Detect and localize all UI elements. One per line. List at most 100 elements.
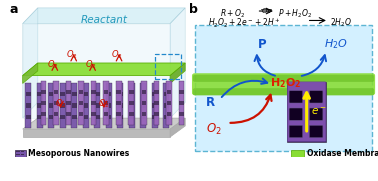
Text: Mesoporous Nanowires: Mesoporous Nanowires xyxy=(28,149,129,158)
Text: $O_2$: $O_2$ xyxy=(66,49,78,61)
Bar xyxy=(95,92,100,96)
Bar xyxy=(154,101,159,105)
Bar xyxy=(66,81,71,125)
Bar xyxy=(54,101,58,105)
Text: Reactant: Reactant xyxy=(81,15,127,26)
Bar xyxy=(37,83,43,128)
Bar xyxy=(26,103,31,108)
Text: Oxidase Membrane: Oxidase Membrane xyxy=(307,149,378,158)
Bar xyxy=(41,101,46,105)
Bar xyxy=(129,90,133,94)
Polygon shape xyxy=(23,63,38,83)
Polygon shape xyxy=(170,8,185,118)
Bar xyxy=(60,103,65,108)
Bar xyxy=(91,112,96,116)
Bar xyxy=(116,81,122,125)
Bar xyxy=(72,115,77,119)
Polygon shape xyxy=(23,118,185,129)
Bar xyxy=(141,112,146,116)
Bar xyxy=(106,103,111,108)
Text: $O_2$: $O_2$ xyxy=(98,98,110,110)
Text: $O_2$: $O_2$ xyxy=(54,98,67,110)
Bar xyxy=(152,103,157,108)
Bar xyxy=(106,115,111,119)
Bar xyxy=(41,90,46,94)
Bar xyxy=(72,103,77,108)
Bar xyxy=(79,90,84,94)
Bar xyxy=(291,150,304,157)
FancyBboxPatch shape xyxy=(289,125,303,138)
Polygon shape xyxy=(23,8,185,24)
Bar xyxy=(103,81,109,125)
Bar xyxy=(154,90,159,94)
Bar xyxy=(106,92,111,96)
Bar xyxy=(41,81,46,125)
Bar xyxy=(129,83,135,128)
Text: $H_2O$: $H_2O$ xyxy=(324,37,347,51)
Bar xyxy=(66,101,71,105)
Bar xyxy=(49,115,54,119)
Bar xyxy=(66,112,71,116)
Bar xyxy=(60,92,65,96)
Bar xyxy=(163,83,169,128)
FancyBboxPatch shape xyxy=(309,125,323,138)
Bar xyxy=(166,81,172,125)
Bar xyxy=(84,103,88,108)
Bar xyxy=(141,115,146,119)
Bar xyxy=(154,112,159,116)
Text: $R + O_2$: $R + O_2$ xyxy=(220,7,245,20)
Bar xyxy=(164,115,169,119)
Bar xyxy=(37,115,42,119)
Bar xyxy=(116,101,121,105)
Text: $e^-$: $e^-$ xyxy=(311,106,327,117)
Bar xyxy=(53,81,59,125)
Bar xyxy=(129,112,133,116)
FancyBboxPatch shape xyxy=(289,108,303,120)
Bar xyxy=(118,115,123,119)
Bar xyxy=(104,101,108,105)
FancyBboxPatch shape xyxy=(192,73,375,95)
Bar xyxy=(129,103,134,108)
Bar xyxy=(118,92,123,96)
Bar xyxy=(141,92,146,96)
FancyBboxPatch shape xyxy=(193,88,374,95)
Bar xyxy=(15,150,26,157)
Bar xyxy=(78,81,84,125)
Bar xyxy=(91,101,96,105)
Bar xyxy=(84,115,88,119)
Text: P: P xyxy=(258,38,266,51)
Bar xyxy=(41,112,46,116)
Text: $O_2$: $O_2$ xyxy=(85,58,97,71)
Text: Ox: Ox xyxy=(261,8,271,14)
FancyBboxPatch shape xyxy=(287,82,326,142)
Bar xyxy=(287,82,326,142)
Bar xyxy=(140,83,146,128)
Bar xyxy=(54,90,58,94)
Bar xyxy=(117,83,123,128)
FancyBboxPatch shape xyxy=(193,75,374,82)
Text: $H_2O_2 + 2e^- + 2H^+$: $H_2O_2 + 2e^- + 2H^+$ xyxy=(208,16,281,30)
Bar xyxy=(104,90,108,94)
Bar xyxy=(141,81,147,125)
Bar xyxy=(66,90,71,94)
Text: $O_2$: $O_2$ xyxy=(47,58,59,71)
Bar xyxy=(37,103,42,108)
Text: R: R xyxy=(206,96,215,109)
Polygon shape xyxy=(23,24,170,118)
Bar xyxy=(164,92,169,96)
Bar xyxy=(54,112,58,116)
Bar xyxy=(118,103,123,108)
Bar xyxy=(179,101,184,105)
FancyBboxPatch shape xyxy=(309,91,323,103)
Text: $O_2$: $O_2$ xyxy=(206,122,222,137)
Bar xyxy=(16,154,20,155)
Text: a: a xyxy=(9,3,18,16)
Bar xyxy=(153,81,159,125)
Bar xyxy=(21,154,24,155)
Bar xyxy=(152,92,157,96)
Bar xyxy=(164,103,169,108)
Bar xyxy=(141,103,146,108)
Bar xyxy=(79,112,84,116)
Bar xyxy=(91,90,96,94)
Polygon shape xyxy=(170,63,185,83)
